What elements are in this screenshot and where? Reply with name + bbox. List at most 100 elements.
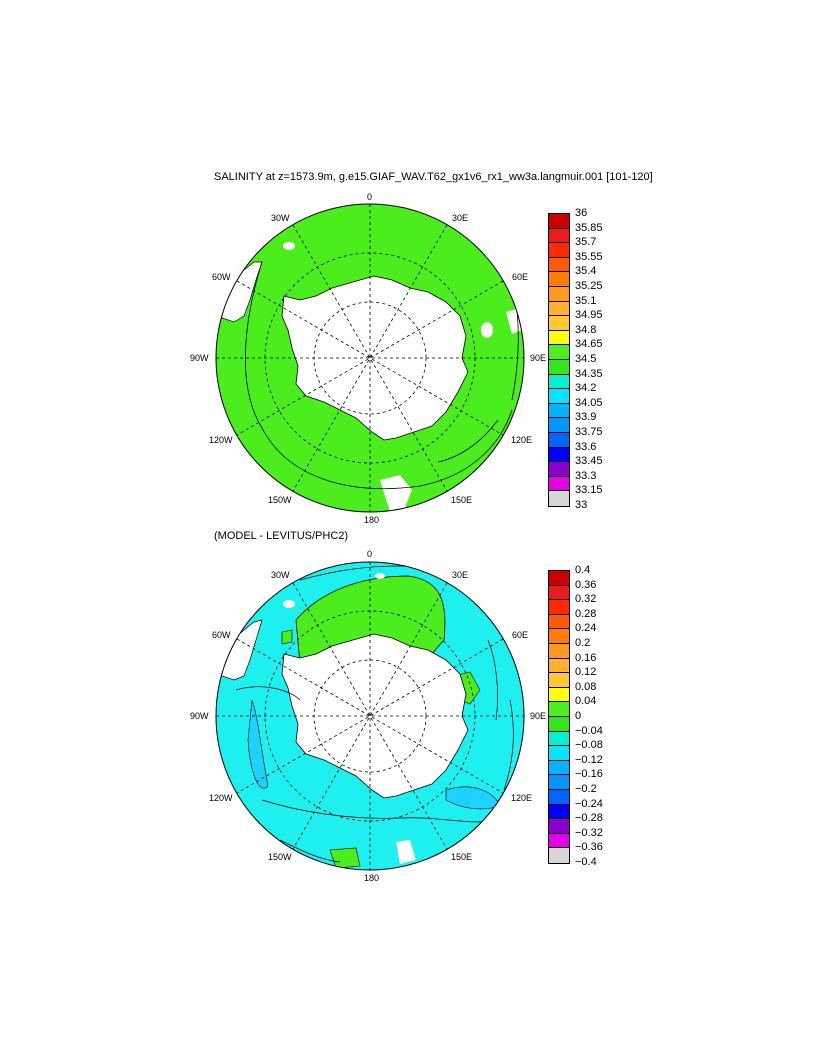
colorbar-tick-label: 33 (575, 499, 588, 511)
colorbar-tick-label: −0.08 (575, 739, 603, 752)
colorbar-swatch (549, 286, 569, 302)
colorbar-tick-label: 0.32 (575, 593, 597, 606)
contour-line (235, 686, 301, 701)
colorbar-tick-label: 33.6 (575, 440, 597, 453)
lon-label-60e: 60E (512, 630, 529, 640)
colorbar-swatch (549, 702, 569, 717)
colorbar-swatch (549, 432, 569, 448)
lon-label-150w: 150W (268, 852, 292, 862)
colorbar-swatch (549, 389, 569, 404)
colorbar-swatch (549, 804, 569, 820)
colorbar-swatch (549, 243, 569, 258)
colorbar-tick-label: 34.2 (575, 382, 597, 395)
colorbar-tick-label: −0.16 (575, 768, 603, 781)
colorbar-tick-label: 0.08 (575, 680, 597, 693)
colorbar-tick-label: 0.4 (575, 564, 591, 576)
colorbar-swatch (549, 687, 569, 703)
colorbar-tick-label: 33.9 (575, 411, 597, 424)
colorbar-tick-label: 34.65 (575, 338, 603, 351)
lon-label-120w: 120W (209, 793, 233, 803)
colorbar-swatch (549, 833, 569, 849)
colorbar-tick-label: 0.2 (575, 637, 591, 649)
lon-label-30e: 30E (452, 213, 469, 223)
colorbar-swatch (549, 345, 569, 360)
map-boundary (215, 561, 525, 871)
negative-anomaly-region (247, 699, 269, 789)
lon-label-150e: 150E (451, 495, 473, 505)
lon-label-180: 180 (364, 873, 380, 883)
colorbar-swatch (549, 316, 569, 331)
lon-label-90w: 90W (190, 711, 209, 721)
colorbar-swatch (549, 571, 569, 586)
colorbar-tick-label: 0 (575, 710, 582, 722)
lon-label-180: 180 (364, 515, 380, 525)
colorbar-swatch (549, 214, 569, 229)
colorbar-tick-label: −0.24 (575, 797, 603, 810)
colorbar-tick-label: 35.1 (575, 294, 597, 307)
colorbar-swatch (549, 462, 569, 477)
lon-label-90e: 90E (530, 353, 547, 363)
colorbar-swatch (549, 746, 569, 761)
contour-line (437, 419, 499, 463)
colorbar-swatch (549, 629, 569, 644)
colorbar-tick-label: 0.36 (575, 578, 597, 591)
colorbar-tick-label: 33.15 (575, 484, 603, 497)
salinity-colorbar (548, 213, 570, 507)
colorbar-tick-label: 0.16 (575, 651, 597, 664)
difference-colorbar (548, 570, 570, 864)
colorbar-tick-label: 34.95 (575, 309, 603, 322)
colorbar-swatch (549, 819, 569, 834)
colorbar-swatch (549, 403, 569, 419)
positive-anomaly-region (295, 575, 446, 665)
ice-patch (375, 573, 385, 579)
colorbar-tick-label: 33.3 (575, 469, 597, 482)
colorbar-swatch (549, 272, 569, 287)
colorbar-swatch (549, 491, 569, 506)
colorbar-tick-label: 0.24 (575, 622, 597, 635)
lon-label-120e: 120E (511, 435, 533, 445)
colorbar-tick-label: −0.2 (575, 783, 597, 795)
colorbar-tick-label: 35.85 (575, 221, 603, 234)
colorbar-tick-label: 0.12 (575, 666, 597, 679)
colorbar-swatch (549, 600, 569, 615)
colorbar-tick-label: 35.4 (575, 265, 597, 278)
colorbar-tick-label: −0.32 (575, 826, 603, 839)
colorbar-swatch (549, 418, 569, 433)
colorbar-swatch (549, 476, 569, 492)
map-boundary (215, 203, 525, 513)
ice-patch (283, 242, 295, 250)
colorbar-tick-label: 35.55 (575, 250, 603, 263)
positive-anomaly-patch (329, 847, 361, 869)
lon-label-30w: 30W (271, 213, 290, 223)
lon-label-90e: 90E (530, 711, 547, 721)
colorbar-tick-label: 35.7 (575, 236, 597, 249)
colorbar-tick-label: 33.45 (575, 455, 603, 468)
colorbar-tick-label: −0.4 (575, 856, 597, 868)
colorbar-swatch (549, 643, 569, 659)
lon-label-60w: 60W (212, 272, 231, 282)
lon-label-30e: 30E (452, 570, 469, 580)
colorbar-swatch (549, 585, 569, 601)
colorbar-swatch (549, 731, 569, 747)
colorbar-swatch (549, 301, 569, 317)
ice-patch (380, 475, 412, 512)
colorbar-swatch (549, 614, 569, 630)
ice-patch (481, 322, 493, 338)
colorbar-tick-label: 0.28 (575, 607, 597, 620)
lon-label-0: 0 (367, 549, 373, 559)
lon-label-0: 0 (367, 192, 373, 202)
colorbar-tick-label: 0.04 (575, 695, 597, 708)
colorbar-tick-label: −0.04 (575, 724, 603, 737)
ice-patch (283, 600, 295, 608)
lon-label-120w: 120W (209, 435, 233, 445)
lon-label-60w: 60W (212, 630, 231, 640)
colorbar-swatch (549, 257, 569, 273)
colorbar-tick-label: 34.05 (575, 396, 603, 409)
lon-label-150e: 150E (451, 852, 473, 862)
contour-line (279, 839, 341, 863)
colorbar-swatch (549, 775, 569, 790)
colorbar-tick-label: 33.75 (575, 426, 603, 438)
colorbar-swatch (549, 658, 569, 674)
